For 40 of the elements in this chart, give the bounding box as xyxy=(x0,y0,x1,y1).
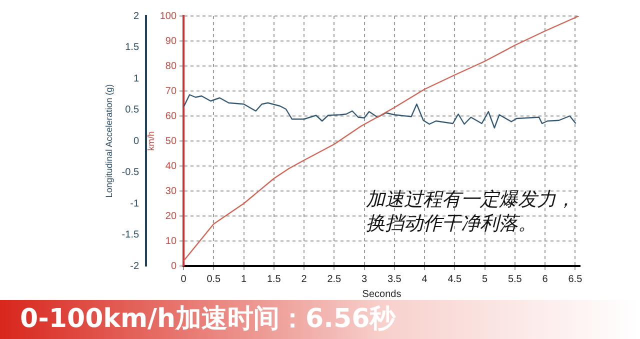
y2-tick-label: -1 xyxy=(130,198,140,210)
x-tick-label: 4.5 xyxy=(448,274,462,285)
x-tick-label: 2 xyxy=(301,274,308,285)
x-tick-label: 0 xyxy=(180,274,187,285)
y2-tick-label: 2 xyxy=(133,10,140,22)
y-tick-label: 40 xyxy=(165,160,177,172)
x-tick-label: 1 xyxy=(240,274,247,285)
annotation: 加速过程有一定爆发力， xyxy=(366,188,575,210)
x-tick-label: 3.5 xyxy=(387,274,402,285)
x-tick-label: 5.5 xyxy=(508,274,522,285)
x-tick-label: 4 xyxy=(422,274,428,285)
y2-tick-label: -0.5 xyxy=(122,167,140,178)
y2-tick-label: -1.5 xyxy=(122,230,140,240)
x-tick-label: 5 xyxy=(482,274,488,285)
x-tick-label: 2.5 xyxy=(327,274,342,285)
y2-axis-title: Longitudinal Acceleration (g) xyxy=(104,84,114,198)
x-axis-title: Seconds xyxy=(362,288,402,300)
y-tick-label: 0 xyxy=(170,260,177,272)
x-tick-label: 6 xyxy=(542,274,548,285)
x-tick-label: 1.5 xyxy=(266,274,282,285)
x-tick-label: 6.5 xyxy=(568,274,583,285)
x-tick-label: 3 xyxy=(362,274,368,285)
y2-tick-label: 1.5 xyxy=(125,42,140,53)
y2-tick-label: 1 xyxy=(133,73,140,84)
y-tick-label: 30 xyxy=(165,186,177,197)
y2-tick-label: -2 xyxy=(130,260,140,272)
y-tick-label: 60 xyxy=(165,110,177,122)
x-tick-label: 0.5 xyxy=(206,274,222,285)
y-tick-label: 80 xyxy=(165,60,177,72)
y2-tick-label: 0.5 xyxy=(125,104,140,116)
y-tick-label: 70 xyxy=(165,86,177,97)
y-tick-label: 90 xyxy=(165,36,177,47)
y-tick-label: 50 xyxy=(165,136,177,147)
annotation: 换挡动作干净利落。 xyxy=(366,212,537,234)
y-tick-label: 100 xyxy=(160,10,177,22)
y-tick-label: 10 xyxy=(165,236,177,247)
y-axis-title: km/h xyxy=(146,131,156,151)
y-tick-label: 20 xyxy=(165,210,177,222)
text: 0-100km/h加速时间：6.56秒 xyxy=(0,300,640,339)
y2-tick-label: 0 xyxy=(133,136,140,147)
